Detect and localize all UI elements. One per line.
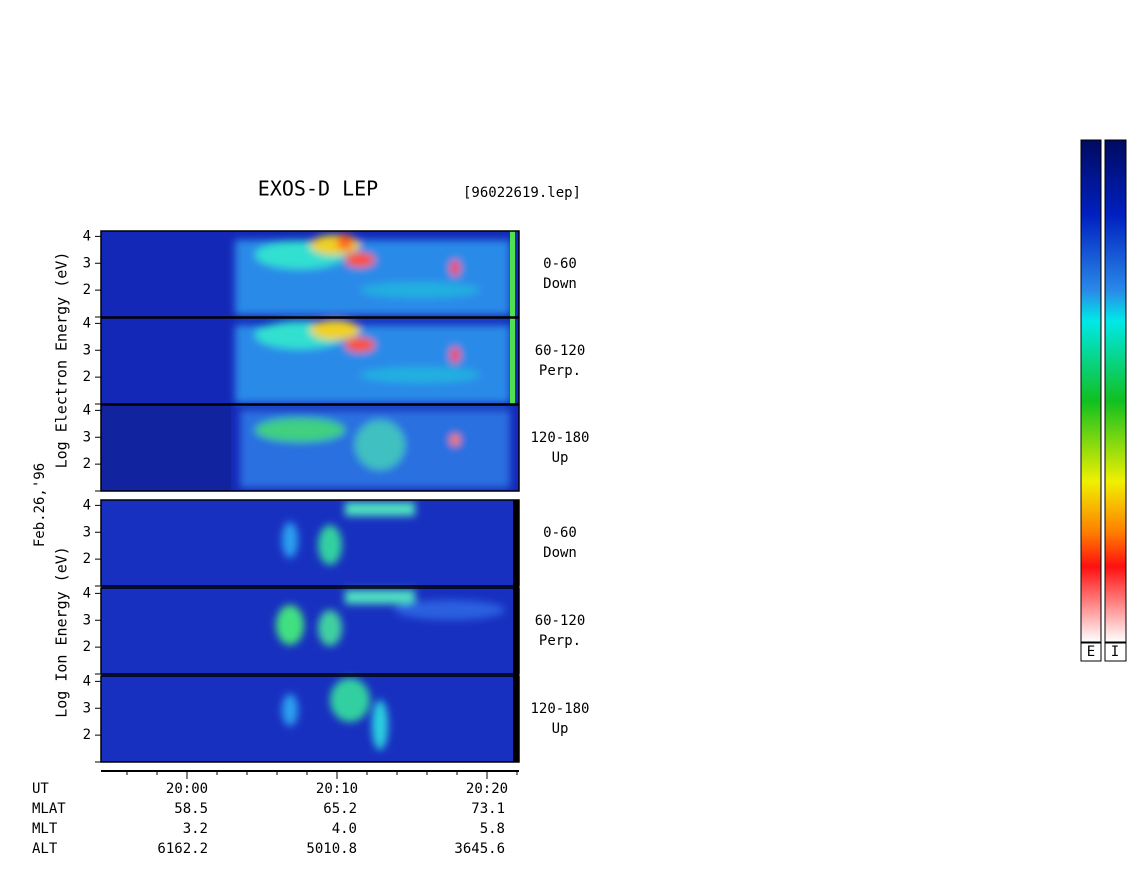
y-tick-label: 3 (83, 700, 91, 716)
colorbar (1080, 139, 1102, 643)
panel-range: 60-120 (535, 613, 586, 629)
panel-frame (100, 587, 520, 675)
panel-frame (100, 230, 520, 318)
panel-range: 120-180 (530, 701, 589, 717)
panel-direction: Perp. (539, 363, 581, 379)
electron-spectrogram (101, 231, 519, 491)
y-tick-label: 2 (83, 456, 91, 472)
y-tick-label: 3 (83, 342, 91, 358)
panel-direction: Up (552, 450, 569, 466)
colorbar-label: I (1111, 644, 1119, 660)
panel-range: 0-60 (543, 256, 577, 272)
orbit-value: 65.2 (323, 801, 357, 817)
y-tick-label: 4 (83, 585, 91, 601)
panel-direction: Up (552, 721, 569, 737)
y-tick-label: 4 (83, 497, 91, 513)
panel-direction: Perp. (539, 633, 581, 649)
panel-range: 60-120 (535, 343, 586, 359)
orbit-value: 58.5 (174, 801, 208, 817)
orbit-row-label: ALT (32, 841, 58, 857)
y-tick-label: 3 (83, 255, 91, 271)
orbit-value: 5.8 (480, 821, 505, 837)
orbit-value: 3645.6 (454, 841, 505, 857)
orbit-value: 6162.2 (157, 841, 208, 857)
panel-frame (100, 499, 520, 587)
file-name: [96022619.lep] (463, 185, 581, 201)
y-tick-label: 3 (83, 524, 91, 540)
orbit-row-label: UT (32, 781, 49, 797)
y-tick-label: 4 (83, 315, 91, 331)
y-tick-label: 4 (83, 402, 91, 418)
panel-frame (100, 317, 520, 405)
panel-range: 0-60 (543, 525, 577, 541)
time-label: 20:20 (466, 781, 508, 797)
orbit-row-label: MLT (32, 821, 58, 837)
ion-spectrogram (101, 500, 519, 762)
y-tick-label: 2 (83, 727, 91, 743)
orbit-value: 5010.8 (306, 841, 357, 857)
panel-direction: Down (543, 276, 577, 292)
colorbar-box (1080, 642, 1102, 662)
colorbar-label: E (1087, 644, 1095, 660)
panel-direction: Down (543, 545, 577, 561)
electron-axis-label: Log Electron Energy (eV) (53, 252, 71, 469)
panel-frame (100, 404, 520, 492)
orbit-value: 3.2 (183, 821, 208, 837)
title: EXOS-D LEP (258, 177, 378, 201)
y-tick-label: 2 (83, 282, 91, 298)
time-label: 20:10 (316, 781, 358, 797)
time-label: 20:00 (166, 781, 208, 797)
colorbar (1104, 139, 1127, 643)
y-tick-label: 4 (83, 228, 91, 244)
y-tick-label: 3 (83, 429, 91, 445)
y-tick-label: 2 (83, 551, 91, 567)
y-tick-label: 2 (83, 369, 91, 385)
y-tick-label: 2 (83, 639, 91, 655)
y-tick-label: 4 (83, 673, 91, 689)
panel-range: 120-180 (530, 430, 589, 446)
ion-axis-label: Log Ion Energy (eV) (53, 546, 71, 718)
orbit-value: 73.1 (471, 801, 505, 817)
orbit-row-label: MLAT (32, 801, 66, 817)
orbit-value: 4.0 (332, 821, 357, 837)
panel-frame (100, 675, 520, 763)
colorbar-box (1104, 642, 1127, 662)
date: Feb.26,'96 (32, 463, 48, 547)
y-tick-label: 3 (83, 612, 91, 628)
